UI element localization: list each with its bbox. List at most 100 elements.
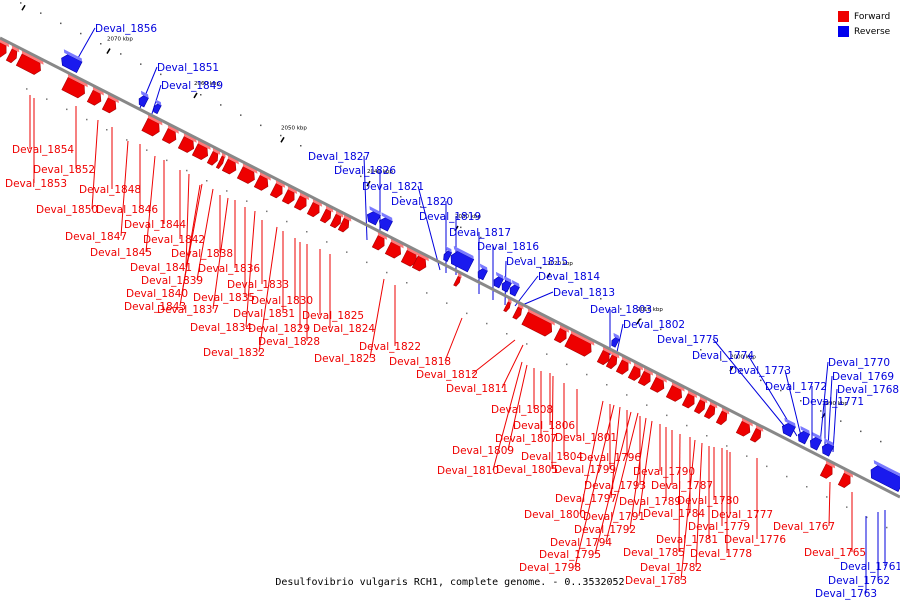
reverse-gene-block[interactable] <box>490 271 505 289</box>
gene-label[interactable]: Deval_1777 <box>711 509 773 521</box>
forward-gene-block[interactable] <box>235 162 258 185</box>
gene-label[interactable]: Deval_1768 <box>837 384 899 396</box>
forward-gene-block[interactable] <box>680 389 698 410</box>
gene-label[interactable]: Deval_1821 <box>362 181 424 193</box>
gene-label[interactable]: Deval_1770 <box>828 357 890 369</box>
gene-label[interactable]: Deval_1781 <box>656 534 718 546</box>
forward-gene-block[interactable] <box>410 252 430 273</box>
gene-label[interactable]: Deval_1790 <box>633 466 695 478</box>
gene-label[interactable]: Deval_1812 <box>416 369 478 381</box>
reverse-gene-block[interactable] <box>608 332 621 348</box>
forward-gene-block[interactable] <box>318 205 334 224</box>
gene-label[interactable]: Deval_1848 <box>79 184 141 196</box>
gene-label[interactable]: Deval_1842 <box>143 234 205 246</box>
gene-label[interactable]: Deval_1799 <box>554 464 616 476</box>
forward-gene-block[interactable] <box>328 210 344 229</box>
forward-gene-block[interactable] <box>370 231 388 252</box>
gene-label[interactable]: Deval_1825 <box>302 310 364 322</box>
gene-label[interactable]: Deval_1763 <box>815 588 877 600</box>
gene-label[interactable]: Deval_1816 <box>477 241 539 253</box>
gene-label[interactable]: Deval_1800 <box>524 509 586 521</box>
gene-label[interactable]: Deval_1810 <box>437 465 499 477</box>
forward-gene-block[interactable] <box>636 367 654 387</box>
gene-label[interactable]: Deval_1844 <box>124 219 186 231</box>
reverse-gene-block[interactable] <box>135 90 150 108</box>
gene-label[interactable]: Deval_1780 <box>677 495 739 507</box>
forward-gene-block[interactable] <box>383 238 405 260</box>
forward-gene-block[interactable] <box>563 330 596 358</box>
forward-gene-block[interactable] <box>160 124 180 146</box>
gene-label[interactable]: Deval_1775 <box>657 334 719 346</box>
gene-label[interactable]: Deval_1804 <box>521 451 583 463</box>
forward-gene-block[interactable] <box>305 198 323 219</box>
forward-gene-block[interactable] <box>614 356 632 376</box>
gene-label[interactable]: Deval_1809 <box>452 445 514 457</box>
gene-label[interactable]: Deval_1856 <box>95 23 157 35</box>
gene-label[interactable]: Deval_1803 <box>590 304 652 316</box>
gene-label[interactable]: Deval_1846 <box>96 204 158 216</box>
gene-label[interactable]: Deval_1773 <box>729 365 791 377</box>
gene-label[interactable]: Deval_1850 <box>36 204 98 216</box>
forward-gene-block[interactable] <box>648 373 668 395</box>
gene-label[interactable]: Deval_1823 <box>314 353 376 365</box>
gene-label[interactable]: Deval_1779 <box>688 521 750 533</box>
gene-label[interactable]: Deval_1835 <box>193 292 255 304</box>
gene-label[interactable]: Deval_1774 <box>692 350 754 362</box>
forward-gene-block[interactable] <box>100 94 120 115</box>
forward-gene-block[interactable] <box>452 272 463 287</box>
gene-label[interactable]: Deval_1827 <box>308 151 370 163</box>
gene-label[interactable]: Deval_1785 <box>623 547 685 559</box>
gene-label[interactable]: Deval_1784 <box>643 508 705 520</box>
reverse-gene-block[interactable] <box>778 417 797 438</box>
reverse-gene-block[interactable] <box>506 280 521 297</box>
gene-label[interactable]: Deval_1805 <box>496 464 558 476</box>
gene-label[interactable]: Deval_1833 <box>227 279 289 291</box>
forward-gene-block[interactable] <box>85 86 105 107</box>
gene-label[interactable]: Deval_1839 <box>141 275 203 287</box>
forward-gene-block[interactable] <box>552 324 570 345</box>
gene-label[interactable]: Deval_1761 <box>840 561 900 573</box>
forward-gene-block[interactable] <box>140 114 164 137</box>
gene-label[interactable]: Deval_1843 <box>124 301 186 313</box>
gene-label[interactable]: Deval_1826 <box>334 165 396 177</box>
gene-label[interactable]: Deval_1795 <box>539 549 601 561</box>
forward-gene-block[interactable] <box>734 417 754 438</box>
gene-label[interactable]: Deval_1853 <box>5 178 67 190</box>
gene-label[interactable]: Deval_1815 <box>506 256 568 268</box>
gene-label[interactable]: Deval_1854 <box>12 144 74 156</box>
forward-gene-block[interactable] <box>692 396 708 415</box>
gene-label[interactable]: Deval_1806 <box>513 420 575 432</box>
gene-label[interactable]: Deval_1834 <box>190 322 252 334</box>
forward-gene-block[interactable] <box>220 155 240 176</box>
forward-gene-block[interactable] <box>595 346 613 367</box>
gene-label[interactable]: Deval_1841 <box>130 262 192 274</box>
forward-gene-block[interactable] <box>502 298 513 313</box>
gene-label[interactable]: Deval_1852 <box>33 164 95 176</box>
reverse-gene-block[interactable] <box>446 245 475 273</box>
forward-gene-block[interactable] <box>0 39 10 59</box>
gene-label[interactable]: Deval_1765 <box>804 547 866 559</box>
gene-label[interactable]: Deval_1762 <box>828 575 890 587</box>
reverse-gene-block[interactable] <box>375 212 394 232</box>
gene-label[interactable]: Deval_1849 <box>161 80 223 92</box>
gene-label[interactable]: Deval_1851 <box>157 62 219 74</box>
reverse-gene-block[interactable] <box>440 246 453 262</box>
gene-label[interactable]: Deval_1791 <box>583 511 645 523</box>
gene-label[interactable]: Deval_1772 <box>765 381 827 393</box>
gene-label[interactable]: Deval_1828 <box>258 336 320 348</box>
gene-label[interactable]: Deval_1808 <box>491 404 553 416</box>
gene-label[interactable]: Deval_1769 <box>832 371 894 383</box>
forward-gene-block[interactable] <box>14 50 44 76</box>
gene-label[interactable]: Deval_1838 <box>171 248 233 260</box>
forward-gene-block[interactable] <box>176 132 198 155</box>
reverse-gene-block[interactable] <box>818 438 835 457</box>
reverse-gene-block[interactable] <box>57 49 83 73</box>
reverse-gene-block[interactable] <box>150 99 163 115</box>
gene-label[interactable]: Deval_1801 <box>555 432 617 444</box>
forward-gene-block[interactable] <box>664 381 686 404</box>
gene-label[interactable]: Deval_1807 <box>495 433 557 445</box>
reverse-gene-block[interactable] <box>363 206 382 226</box>
forward-gene-block[interactable] <box>292 192 310 212</box>
reverse-gene-block[interactable] <box>498 275 513 293</box>
gene-label[interactable]: Deval_1813 <box>553 287 615 299</box>
